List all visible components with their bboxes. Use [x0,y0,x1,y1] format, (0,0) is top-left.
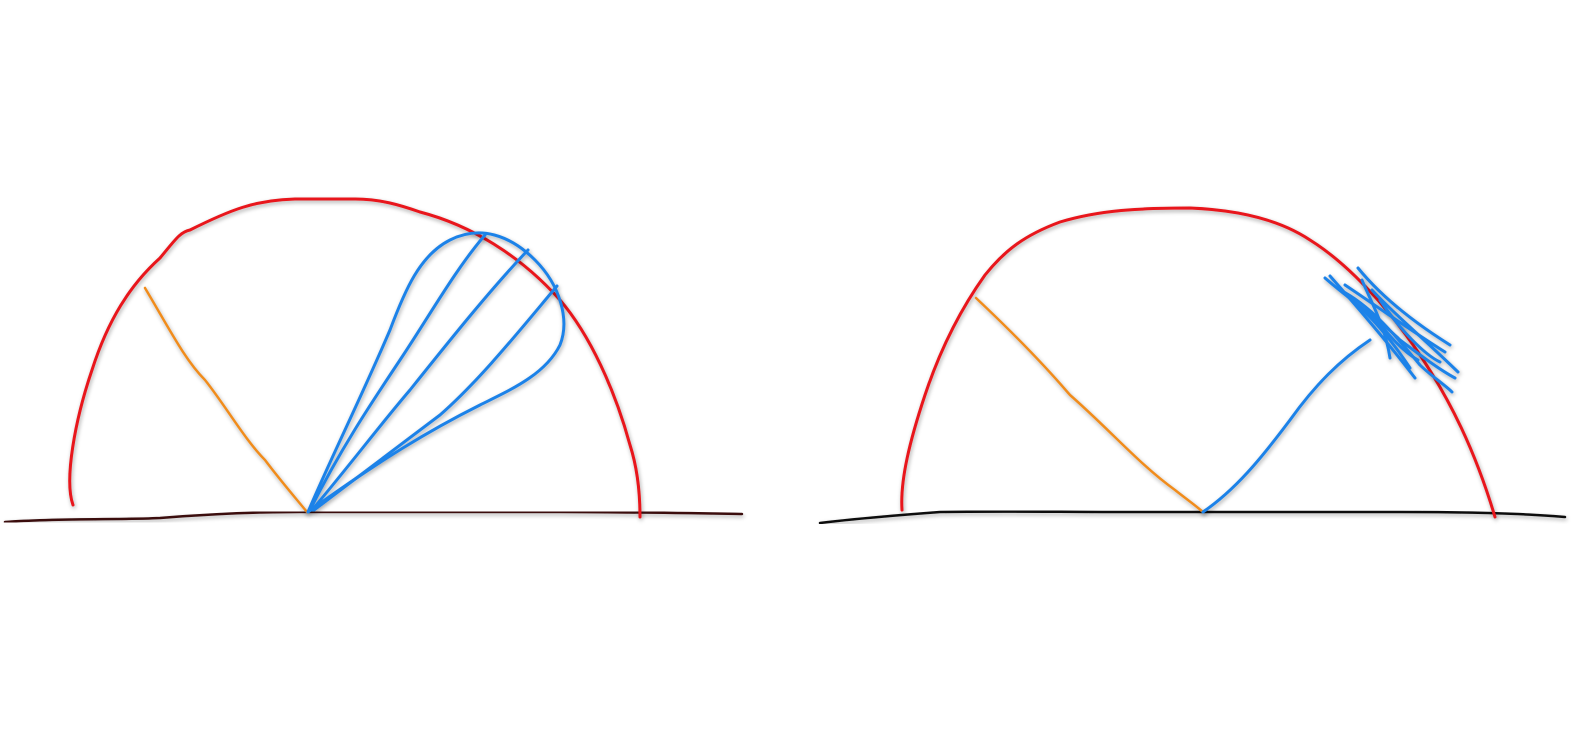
scribble-stroke [1356,266,1452,347]
scribble-stroke [1366,308,1420,362]
lobe-ray-3 [312,284,559,512]
right-reflected-ray [1201,338,1372,514]
scribble-stroke [1350,298,1412,370]
left-incident-ray [143,286,309,514]
scribble-stroke [1378,298,1442,364]
scribble-stroke [1328,274,1417,380]
scribble-stroke [1370,288,1460,374]
lobe-outer-loop [306,231,566,514]
left-surface-line [3,510,744,524]
right-incident-ray [974,296,1205,514]
lobe-ray-1 [308,233,487,512]
right-surface-line [818,510,1567,525]
left-panel [3,197,744,524]
left-hemisphere-outline [68,197,642,519]
right-panel [818,206,1567,525]
right-scribble-cluster [1323,266,1460,394]
left-reflection-lobe [306,231,566,514]
scribble-stroke [1360,278,1392,360]
lobe-ray-2 [310,248,530,512]
